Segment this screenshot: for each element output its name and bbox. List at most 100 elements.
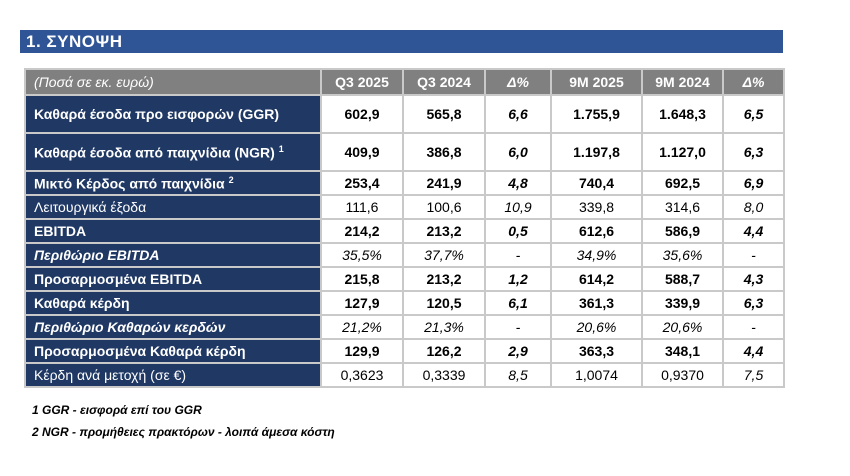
table-row: Καθαρά κέρδη 127,9 120,5 6,1 361,3 339,9… — [24, 290, 785, 316]
table-cell: - — [722, 314, 785, 340]
row-label: Καθαρά κέρδη — [24, 290, 322, 316]
table-cell: 6,0 — [484, 132, 552, 172]
table-row: Προσαρμοσμένα Καθαρά κέρδη 129,9 126,2 2… — [24, 338, 785, 364]
table-cell: 6,5 — [722, 94, 785, 134]
row-label-text: Περιθώριο EBITDA — [34, 247, 160, 263]
table-cell: 214,2 — [320, 218, 404, 244]
table-cell: 35,6% — [641, 242, 724, 268]
table-cell: 35,5% — [320, 242, 404, 268]
row-label-text: Κέρδη ανά μετοχή (σε €) — [34, 367, 187, 383]
table-header-row: (Ποσά σε εκ. ευρώ) Q3 2025 Q3 2024 Δ% 9M… — [24, 68, 785, 96]
table-cell: 111,6 — [320, 194, 404, 220]
table-cell: 21,2% — [320, 314, 404, 340]
table-row: Λειτουργικά έξοδα 111,6 100,6 10,9 339,8… — [24, 194, 785, 220]
col-header-9m-change: Δ% — [722, 68, 785, 96]
table-cell: 1.755,9 — [550, 94, 643, 134]
table-cell: 692,5 — [641, 170, 724, 196]
col-header-q3-2024: Q3 2024 — [402, 68, 486, 96]
table-cell: 339,8 — [550, 194, 643, 220]
row-label: Καθαρά έσοδα από παιχνίδια (NGR) 1 — [24, 132, 322, 172]
footnote-1: 1 GGR - εισφορά επί του GGR — [32, 403, 202, 417]
table-cell: 740,4 — [550, 170, 643, 196]
table-cell: 6,3 — [722, 290, 785, 316]
table-cell: 6,1 — [484, 290, 552, 316]
row-label: Προσαρμοσμένα Καθαρά κέρδη — [24, 338, 322, 364]
table-cell: 0,3623 — [320, 362, 404, 388]
table-row: Περιθώριο Καθαρών κερδών 21,2% 21,3% - 2… — [24, 314, 785, 340]
unit-header: (Ποσά σε εκ. ευρώ) — [24, 68, 322, 96]
table-cell: - — [484, 314, 552, 340]
table-cell: 2,9 — [484, 338, 552, 364]
table-row: Μικτό Κέρδος από παιχνίδια 2 253,4 241,9… — [24, 170, 785, 196]
table-cell: - — [484, 242, 552, 268]
table-cell: 0,5 — [484, 218, 552, 244]
row-label: Μικτό Κέρδος από παιχνίδια 2 — [24, 170, 322, 196]
table-cell: 361,3 — [550, 290, 643, 316]
section-title: 1. ΣΥΝΟΨΗ — [20, 30, 783, 53]
table-row: Προσαρμοσμένα EBITDA 215,8 213,2 1,2 614… — [24, 266, 785, 292]
col-header-q3-2025: Q3 2025 — [320, 68, 404, 96]
row-label: Προσαρμοσμένα EBITDA — [24, 266, 322, 292]
table-cell: 1.648,3 — [641, 94, 724, 134]
table-cell: 120,5 — [402, 290, 486, 316]
table-row: Κέρδη ανά μετοχή (σε €) 0,3623 0,3339 8,… — [24, 362, 785, 388]
table-cell: 4,8 — [484, 170, 552, 196]
table-row: Καθαρά έσοδα προ εισφορών (GGR) 602,9 56… — [24, 94, 785, 134]
row-label-text: Μικτό Κέρδος από παιχνίδια — [34, 175, 225, 192]
summary-table: (Ποσά σε εκ. ευρώ) Q3 2025 Q3 2024 Δ% 9M… — [24, 68, 785, 388]
row-label-text: Προσαρμοσμένα EBITDA — [34, 271, 203, 287]
table-cell: 1,0074 — [550, 362, 643, 388]
table-cell: 363,3 — [550, 338, 643, 364]
row-label-text: Περιθώριο Καθαρών κερδών — [34, 319, 226, 335]
table-cell: 0,3339 — [402, 362, 486, 388]
footnote-ref: 1 — [278, 143, 284, 154]
table-cell: - — [722, 242, 785, 268]
col-header-q-change: Δ% — [484, 68, 552, 96]
table-cell: 586,9 — [641, 218, 724, 244]
col-header-9m-2025: 9M 2025 — [550, 68, 643, 96]
table-cell: 565,8 — [402, 94, 486, 134]
table-cell: 348,1 — [641, 338, 724, 364]
table-cell: 314,6 — [641, 194, 724, 220]
table-row: Καθαρά έσοδα από παιχνίδια (NGR) 1 409,9… — [24, 132, 785, 172]
table-cell: 37,7% — [402, 242, 486, 268]
row-label-text: EBITDA — [34, 223, 87, 239]
table-cell: 588,7 — [641, 266, 724, 292]
table-cell: 1,2 — [484, 266, 552, 292]
table-row: EBITDA 214,2 213,2 0,5 612,6 586,9 4,4 — [24, 218, 785, 244]
row-label-text: Καθαρά κέρδη — [34, 295, 130, 311]
table-cell: 129,9 — [320, 338, 404, 364]
table-cell: 1.197,8 — [550, 132, 643, 172]
table-cell: 6,3 — [722, 132, 785, 172]
table-cell: 20,6% — [550, 314, 643, 340]
table-cell: 4,4 — [722, 338, 785, 364]
table-cell: 4,4 — [722, 218, 785, 244]
col-header-9m-2024: 9M 2024 — [641, 68, 724, 96]
row-label: Καθαρά έσοδα προ εισφορών (GGR) — [24, 94, 322, 134]
table-cell: 6,9 — [722, 170, 785, 196]
table-cell: 253,4 — [320, 170, 404, 196]
table-cell: 213,2 — [402, 266, 486, 292]
row-label: EBITDA — [24, 218, 322, 244]
row-label-text: Καθαρά έσοδα από παιχνίδια (NGR) — [34, 144, 275, 161]
table-cell: 8,5 — [484, 362, 552, 388]
table-cell: 8,0 — [722, 194, 785, 220]
footnote-ref: 2 — [228, 174, 234, 185]
table-cell: 100,6 — [402, 194, 486, 220]
table-cell: 127,9 — [320, 290, 404, 316]
table-cell: 7,5 — [722, 362, 785, 388]
table-cell: 126,2 — [402, 338, 486, 364]
row-label: Περιθώριο EBITDA — [24, 242, 322, 268]
table-cell: 386,8 — [402, 132, 486, 172]
table-row: Περιθώριο EBITDA 35,5% 37,7% - 34,9% 35,… — [24, 242, 785, 268]
table-cell: 241,9 — [402, 170, 486, 196]
table-cell: 34,9% — [550, 242, 643, 268]
row-label-text: Καθαρά έσοδα προ εισφορών (GGR) — [34, 106, 280, 122]
table-cell: 213,2 — [402, 218, 486, 244]
table-cell: 614,2 — [550, 266, 643, 292]
table-cell: 1.127,0 — [641, 132, 724, 172]
row-label-text: Λειτουργικά έξοδα — [34, 199, 147, 215]
table-cell: 612,6 — [550, 218, 643, 244]
table-cell: 339,9 — [641, 290, 724, 316]
table-cell: 602,9 — [320, 94, 404, 134]
